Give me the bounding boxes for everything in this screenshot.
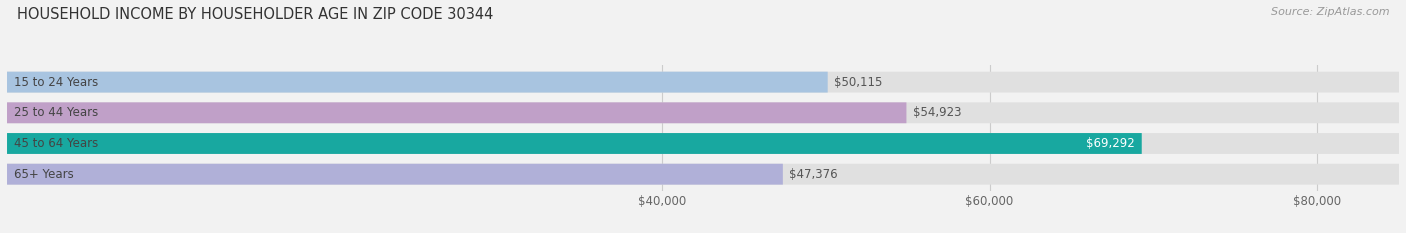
Text: $54,923: $54,923 <box>912 106 962 119</box>
FancyBboxPatch shape <box>7 102 1399 123</box>
Text: $47,376: $47,376 <box>789 168 838 181</box>
Text: $69,292: $69,292 <box>1087 137 1135 150</box>
Text: 65+ Years: 65+ Years <box>14 168 73 181</box>
FancyBboxPatch shape <box>7 164 783 185</box>
FancyBboxPatch shape <box>7 102 907 123</box>
Text: 25 to 44 Years: 25 to 44 Years <box>14 106 98 119</box>
FancyBboxPatch shape <box>7 164 1399 185</box>
Text: Source: ZipAtlas.com: Source: ZipAtlas.com <box>1271 7 1389 17</box>
FancyBboxPatch shape <box>7 72 1399 93</box>
Text: 15 to 24 Years: 15 to 24 Years <box>14 76 98 89</box>
Text: $50,115: $50,115 <box>834 76 883 89</box>
FancyBboxPatch shape <box>7 133 1399 154</box>
FancyBboxPatch shape <box>7 133 1142 154</box>
Text: HOUSEHOLD INCOME BY HOUSEHOLDER AGE IN ZIP CODE 30344: HOUSEHOLD INCOME BY HOUSEHOLDER AGE IN Z… <box>17 7 494 22</box>
Text: 45 to 64 Years: 45 to 64 Years <box>14 137 98 150</box>
FancyBboxPatch shape <box>7 72 828 93</box>
